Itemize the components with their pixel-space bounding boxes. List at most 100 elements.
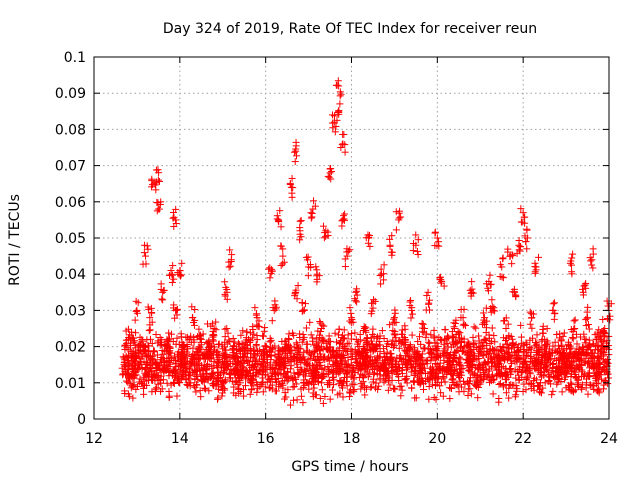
y-tick-label: 0.05 [55,231,86,247]
data-point [163,379,171,387]
data-point [321,229,329,237]
data-point [424,288,432,296]
data-point [386,321,394,329]
data-point [550,315,558,323]
y-tick-label: 0 [77,412,86,428]
data-point [548,391,556,399]
data-point [280,258,288,266]
data-point [574,363,582,371]
data-point [201,385,209,393]
data-point [376,272,384,280]
data-point [129,394,137,402]
data-point [474,394,482,402]
data-point [464,391,472,399]
data-point [192,388,200,396]
data-point [584,372,592,380]
data-point [246,353,254,361]
y-axis-label: ROTI / TECUs [7,194,23,286]
data-point [292,339,300,347]
data-point [304,272,312,280]
data-point [133,383,141,391]
y-tick-label: 0.08 [55,122,86,138]
data-point [132,307,140,315]
data-point [407,296,415,304]
data-point [153,351,161,359]
data-point [531,269,539,277]
data-point [551,338,559,346]
data-point [467,390,475,398]
data-point [321,392,329,400]
data-point [152,186,160,194]
data-point [266,274,274,282]
data-point [523,225,531,233]
data-point [435,238,443,246]
x-tick-label: 20 [428,431,446,447]
data-point [522,238,530,246]
data-point [419,320,427,328]
data-point [516,363,524,371]
data-point [298,299,306,307]
data-point [425,376,433,384]
data-point [456,329,464,337]
data-point [458,383,466,391]
data-point [505,381,513,389]
data-point [413,247,421,255]
data-point [409,310,417,318]
data-point [254,322,262,330]
data-point [339,212,347,220]
data-point [301,300,309,308]
data-point [296,217,304,225]
data-point [340,373,348,381]
data-point [587,257,595,265]
data-point [253,388,261,396]
data-point [489,390,497,398]
data-point [475,332,483,340]
data-point [240,392,248,400]
data-point [316,319,324,327]
data-point [430,393,438,401]
data-point [568,254,576,262]
data-point [246,362,254,370]
data-point [165,393,173,401]
data-point [339,130,347,138]
data-point [397,392,405,400]
data-point [302,324,310,332]
data-point [221,325,229,333]
data-point [441,325,449,333]
data-point [336,100,344,108]
data-point [125,360,133,368]
data-point [325,366,333,374]
data-point [366,242,374,250]
data-point [319,399,327,407]
y-tick-label: 0.01 [55,376,86,392]
data-point [580,330,588,338]
data-point [307,209,315,217]
data-point [570,317,578,325]
y-tick-label: 0.02 [55,340,86,356]
data-point [499,274,507,282]
data-point [520,380,528,388]
data-point [391,309,399,317]
data-point [528,324,536,332]
data-point [131,316,139,324]
data-point [348,330,356,338]
data-point [345,393,353,401]
data-point [290,396,298,404]
data-point [340,326,348,334]
data-point [351,329,359,337]
data-point [584,390,592,398]
data-point [589,245,597,253]
data-point [316,394,324,402]
data-point [287,362,295,370]
data-point [189,344,197,352]
data-point [499,254,507,262]
data-point [173,392,181,400]
data-point [488,296,496,304]
data-point [378,327,386,335]
data-point [434,343,442,351]
data-point [158,295,166,303]
data-point [414,251,422,259]
data-point [299,399,307,407]
data-point [380,261,388,269]
data-point [304,347,312,355]
